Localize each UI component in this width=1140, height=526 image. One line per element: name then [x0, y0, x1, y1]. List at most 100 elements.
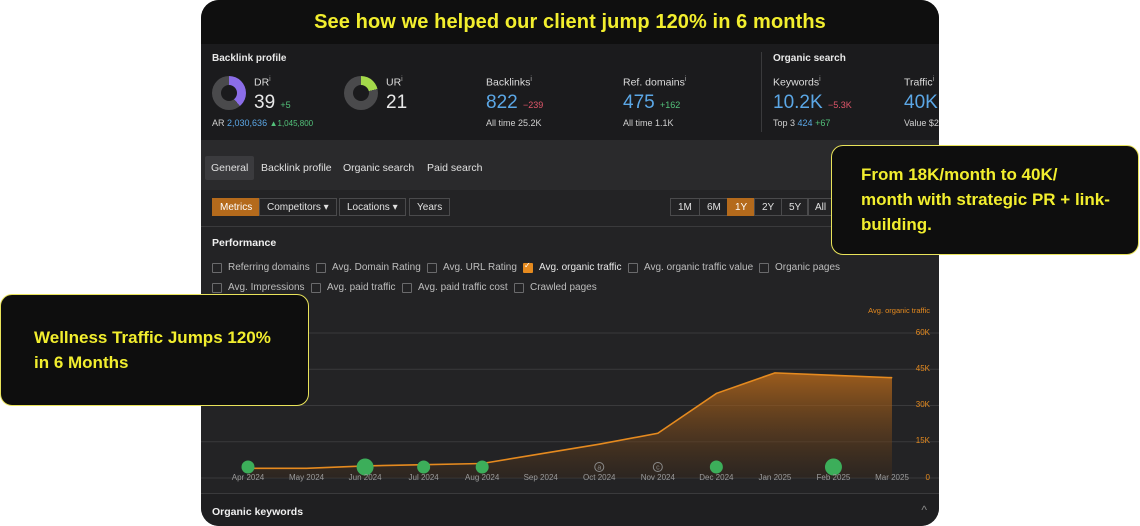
dr-value: 39 +5 — [254, 92, 291, 113]
range-1y-button[interactable]: 1Y — [727, 198, 756, 216]
ar-value[interactable]: 2,030,636 — [227, 118, 268, 128]
data-point — [657, 432, 659, 434]
checkbox-referring-domains[interactable]: Referring domains — [212, 262, 310, 273]
range-6m-button[interactable]: 6M — [699, 198, 729, 216]
dr-donut-icon — [212, 76, 246, 110]
chart-controls: Metrics Competitors ▾ Locations ▾ Years … — [201, 190, 939, 227]
ref-domains-alltime: All time 1.1K — [623, 118, 674, 128]
stats-bar: Backlink profile DRi 39 +5 AR 2,030,636 … — [201, 44, 939, 140]
organic-search-title: Organic search — [773, 53, 846, 64]
checkbox-avg-paid-traffic[interactable]: Avg. paid traffic — [311, 282, 396, 293]
event-marker-dot — [356, 458, 374, 476]
traffic-value-row: Value $2 — [904, 118, 939, 128]
keywords-top3: Top 3 424 +67 — [773, 118, 831, 128]
traffic-label[interactable]: Traffici — [904, 76, 935, 89]
y-tick-label: 45K — [915, 364, 930, 373]
x-tick-label: Aug 2024 — [465, 473, 500, 482]
ref-domains-label[interactable]: Ref. domainsi — [623, 76, 687, 89]
keywords-value[interactable]: 10.2K −5.3K — [773, 92, 852, 113]
data-point — [598, 443, 600, 445]
callout-right-text: From 18K/month to 40K/ month with strate… — [861, 165, 1110, 234]
range-1m-button[interactable]: 1M — [670, 198, 700, 216]
event-marker-ring — [652, 462, 663, 472]
checkbox-avg-organic-traffic-value[interactable]: Avg. organic traffic value — [628, 262, 753, 273]
ur-donut-icon — [344, 76, 378, 110]
tab-organic-search[interactable]: Organic search — [343, 162, 415, 174]
event-marker-dot — [475, 460, 489, 474]
metrics-button[interactable]: Metrics — [212, 198, 261, 216]
ur-label[interactable]: URi — [386, 76, 403, 89]
event-marker-dot — [824, 458, 842, 476]
data-point — [891, 377, 893, 379]
x-tick-label: Nov 2024 — [640, 473, 675, 482]
x-tick-label: Mar 2025 — [875, 473, 909, 482]
ur-value: 21 — [386, 92, 408, 113]
checkbox-avg-paid-traffic-cost[interactable]: Avg. paid traffic cost — [402, 282, 508, 293]
divider — [761, 52, 762, 132]
series-line-avg-organic-traffic — [248, 372, 893, 470]
data-point — [306, 467, 308, 469]
callout-left: Wellness Traffic Jumps 120% in 6 Months — [0, 294, 309, 406]
x-tick-label: Jan 2025 — [758, 473, 792, 482]
x-tick-label: Jul 2024 — [408, 473, 439, 482]
ar-row: AR 2,030,636 ▲1,045,800 — [212, 118, 314, 128]
y-tick-label: 0 — [925, 473, 930, 482]
locations-dropdown[interactable]: Locations ▾ — [339, 198, 406, 216]
callout-right: From 18K/month to 40K/ month with strate… — [831, 145, 1139, 255]
tab-paid-search[interactable]: Paid search — [427, 162, 483, 174]
checkbox-avg-impressions[interactable]: Avg. Impressions — [212, 282, 305, 293]
event-marker-dot — [417, 460, 431, 474]
ahrefs-dashboard-panel: See how we helped our client jump 120% i… — [201, 0, 939, 526]
checkbox-crawled-pages[interactable]: Crawled pages — [514, 282, 597, 293]
x-tick-label: Jun 2024 — [348, 473, 382, 482]
series-area — [248, 372, 892, 478]
checkbox-avg-domain-rating[interactable]: Avg. Domain Rating — [316, 262, 421, 273]
competitors-dropdown[interactable]: Competitors ▾ — [259, 198, 337, 216]
backlinks-label[interactable]: Backlinksi — [486, 76, 532, 89]
backlinks-value[interactable]: 822 −239 — [486, 92, 544, 113]
dr-label[interactable]: DRi — [254, 76, 271, 89]
range-5y-button[interactable]: 5Y — [781, 198, 810, 216]
data-point — [832, 374, 834, 376]
years-button[interactable]: Years — [409, 198, 451, 216]
x-tick-label: Dec 2024 — [699, 473, 734, 482]
backlink-profile-title: Backlink profile — [212, 53, 287, 64]
backlinks-alltime: All time 25.2K — [486, 118, 542, 128]
checkbox-organic-pages[interactable]: Organic pages — [759, 262, 840, 273]
ref-domains-value[interactable]: 475 +162 — [623, 92, 681, 113]
performance-title: Performance — [212, 237, 277, 249]
chart-legend-label: Avg. organic traffic — [868, 306, 930, 315]
event-marker-ring — [594, 462, 605, 472]
checkbox-avg-organic-traffic[interactable]: Avg. organic traffic — [523, 261, 621, 273]
y-tick-label: 15K — [915, 436, 930, 445]
x-tick-label: Sep 2024 — [523, 473, 558, 482]
data-point — [715, 392, 717, 394]
event-marker-label: c — [656, 465, 660, 472]
event-marker-dot — [709, 460, 723, 474]
keywords-label[interactable]: Keywordsi — [773, 76, 821, 89]
x-tick-label: Oct 2024 — [583, 473, 616, 482]
tab-backlink-profile[interactable]: Backlink profile — [261, 162, 332, 174]
organic-keywords-title: Organic keywords — [212, 506, 304, 518]
y-tick-label: 60K — [915, 328, 930, 337]
checkbox-avg-url-rating[interactable]: Avg. URL Rating — [427, 262, 517, 273]
tab-general[interactable]: General — [205, 156, 255, 180]
callout-left-text: Wellness Traffic Jumps 120% in 6 Months — [34, 328, 271, 372]
data-point — [540, 453, 542, 455]
x-tick-label: May 2024 — [288, 473, 325, 482]
traffic-value[interactable]: 40K — [904, 92, 938, 113]
data-point — [774, 372, 776, 374]
x-tick-label: Apr 2024 — [231, 473, 265, 482]
banner-title: See how we helped our client jump 120% i… — [314, 10, 826, 33]
event-marker-label: a — [597, 465, 601, 472]
range-2y-button[interactable]: 2Y — [754, 198, 783, 216]
x-tick-label: Feb 2025 — [816, 473, 851, 482]
tabs-bar: General Backlink profile Organic search … — [201, 140, 939, 190]
chevron-up-icon[interactable]: ^ — [921, 503, 927, 517]
y-tick-label: 30K — [915, 400, 930, 409]
organic-keywords-section[interactable]: Organic keywords ^ — [201, 493, 939, 526]
banner: See how we helped our client jump 120% i… — [201, 0, 939, 44]
dr-delta: +5 — [280, 100, 291, 110]
event-marker-dot — [241, 460, 255, 474]
